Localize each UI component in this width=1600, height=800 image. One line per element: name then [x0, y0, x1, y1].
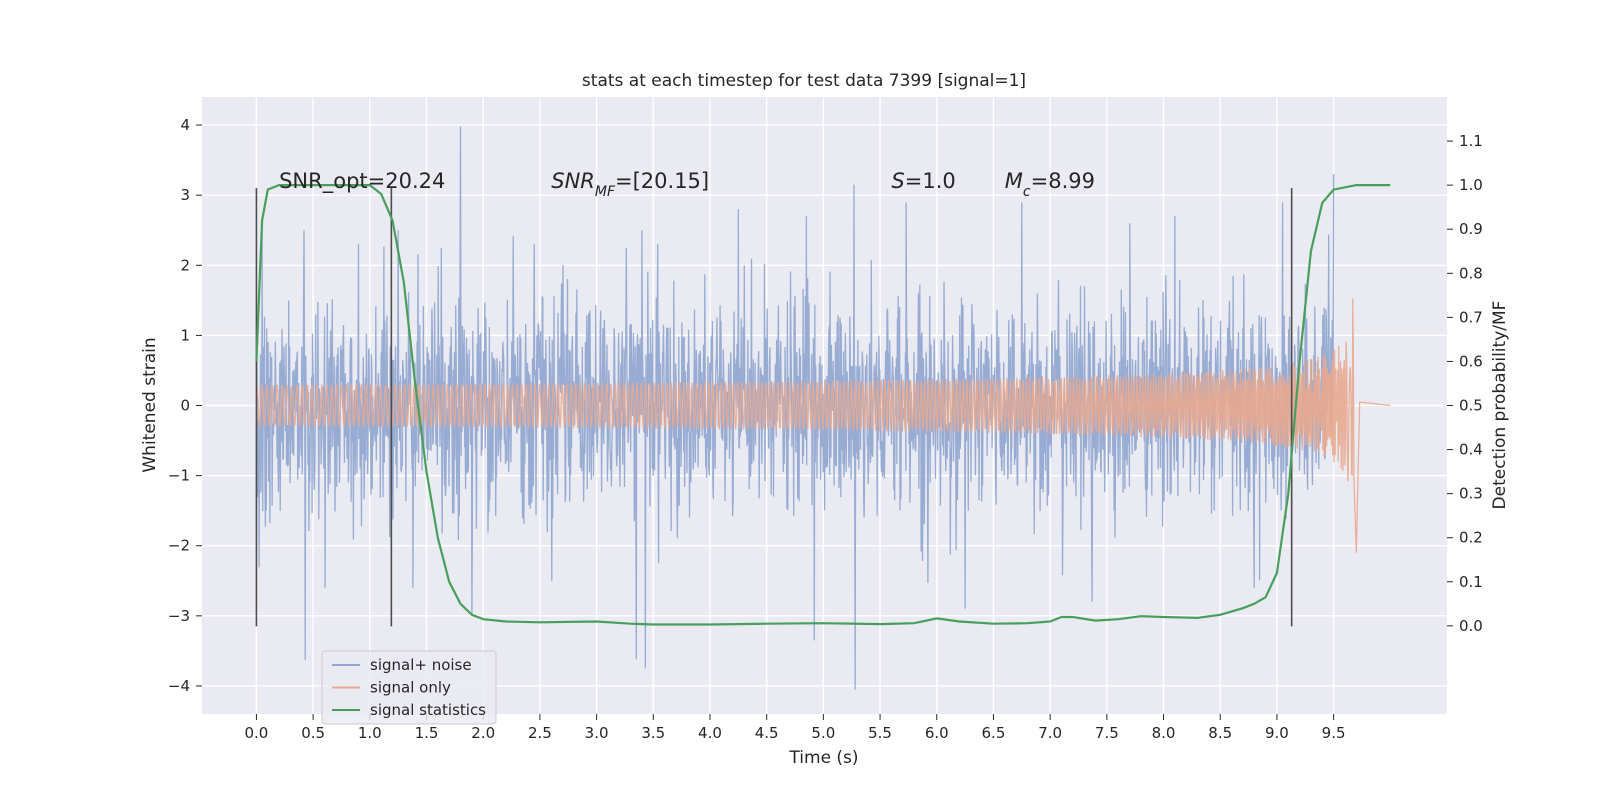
x-tick-label: 7.0 — [1038, 724, 1062, 742]
statistics-line — [255, 184, 1391, 626]
y-tick-label: −3 — [168, 607, 190, 625]
legend-box — [321, 650, 497, 725]
x-tick-label: 8.0 — [1152, 724, 1176, 742]
series-signal-only — [255, 298, 1391, 553]
annotation-part: S — [891, 169, 904, 193]
y-tick-label: 0 — [180, 397, 190, 415]
annotation-part: =[20.15] — [615, 169, 709, 193]
x-tick-label: 3.5 — [641, 724, 665, 742]
annotation: S=1.0 — [891, 169, 955, 193]
annotation-part: =8.99 — [1031, 169, 1095, 193]
x-tick-label: 9.5 — [1322, 724, 1346, 742]
legend-label: signal statistics — [370, 701, 486, 719]
x-tick-label: 0.5 — [301, 724, 325, 742]
y-tick-label: −1 — [168, 467, 190, 485]
marker-lines — [255, 188, 1293, 627]
y-tick-label: 3 — [180, 186, 190, 204]
annotation-part: c — [1023, 184, 1031, 200]
y-right-tick-label: 0.7 — [1459, 308, 1483, 326]
annotation-part: MF — [595, 184, 616, 200]
y-tick-label: 1 — [180, 326, 190, 344]
y-right-tick-label: 0.6 — [1459, 352, 1483, 370]
x-tick-label: 1.5 — [415, 724, 439, 742]
series-signal-statistics — [255, 184, 1391, 626]
y-right-tick-label: 0.0 — [1459, 617, 1483, 635]
legend-label: signal+ noise — [370, 656, 472, 674]
y-right-tick-label: 0.9 — [1459, 220, 1483, 238]
x-tick-label: 6.0 — [925, 724, 949, 742]
y-right-tick-label: 0.1 — [1459, 573, 1483, 591]
annotation: SNR_opt=20.24 — [279, 169, 445, 194]
y-right-tick-label: 1.0 — [1459, 176, 1483, 194]
x-tick-label: 7.5 — [1095, 724, 1119, 742]
chirp-trace — [255, 298, 1391, 553]
x-tick-label: 8.5 — [1208, 724, 1232, 742]
x-tick-label: 3.0 — [585, 724, 609, 742]
x-tick-label: 4.0 — [698, 724, 722, 742]
x-tick-label: 0.0 — [244, 724, 268, 742]
y-right-tick-label: 0.2 — [1459, 529, 1483, 547]
y-right-tick-label: 0.5 — [1459, 397, 1483, 415]
y-right-tick-label: 0.8 — [1459, 264, 1483, 282]
annotation-part: =1.0 — [905, 169, 956, 193]
x-tick-label: 2.5 — [528, 724, 552, 742]
annotations: SNR_opt=20.24 SNRMF=[20.15] S=1.0 Mc=8.99 — [279, 169, 1095, 200]
y-tick-label: −2 — [168, 537, 190, 555]
x-tick-label: 6.5 — [982, 724, 1006, 742]
y-axis-right-ticks: 0.0 0.1 0.2 0.3 0.4 0.5 0.6 0.7 0.8 0.9 1.0 1.1 — [1447, 132, 1483, 635]
x-tick-label: 5.0 — [811, 724, 835, 742]
y-right-tick-label: 0.3 — [1459, 485, 1483, 503]
x-tick-label: 9.0 — [1265, 724, 1289, 742]
annotation-part: SNR_opt=20.24 — [279, 169, 445, 194]
y-axis-right-label: Detection probability/MF — [1490, 301, 1510, 510]
x-axis-label: Time (s) — [788, 748, 858, 768]
annotation-part: SNR — [551, 169, 595, 193]
y-axis-left-ticks: −4 −3 −2 −1 0 1 2 3 4 — [168, 116, 202, 695]
x-axis-ticks: 0.0 0.5 1.0 1.5 2.0 2.5 3.0 3.5 4.0 4.5 5.0 5.5 6.0 6… — [244, 714, 1346, 742]
x-tick-label: 1.0 — [358, 724, 382, 742]
y-right-tick-label: 0.4 — [1459, 441, 1483, 459]
chart-title: stats at each timestep for test data 739… — [582, 71, 1026, 91]
y-axis-left-label: Whitened strain — [140, 337, 160, 472]
y-right-tick-label: 1.1 — [1459, 132, 1483, 150]
y-tick-label: −4 — [168, 677, 190, 695]
legend-label: signal only — [370, 679, 451, 697]
annotation-part: M — [1005, 169, 1023, 193]
y-tick-label: 4 — [180, 116, 190, 134]
annotation: Mc=8.99 — [1005, 169, 1095, 200]
x-tick-label: 2.0 — [471, 724, 495, 742]
legend: signal+ noise signal only signal statistic… — [321, 650, 497, 725]
annotation: SNRMF=[20.15] — [551, 169, 709, 200]
x-tick-label: 5.5 — [868, 724, 892, 742]
y-tick-label: 2 — [180, 256, 190, 274]
x-tick-label: 4.5 — [755, 724, 779, 742]
